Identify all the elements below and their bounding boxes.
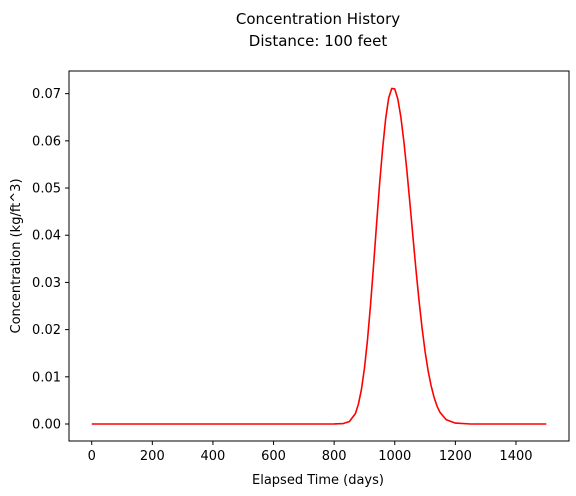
plot-area — [91, 87, 547, 425]
y-axis-label: Concentration (kg/ft^3) — [9, 178, 24, 333]
x-axis-label: Elapsed Time (days) — [252, 473, 384, 488]
y-tick-label: 0.04 — [32, 229, 61, 244]
plot-frame — [68, 70, 570, 442]
x-tick-label: 200 — [140, 449, 165, 464]
x-tick-label: 1000 — [378, 449, 411, 464]
x-tick-label: 0 — [88, 449, 96, 464]
y-tick-label: 0.07 — [32, 87, 61, 102]
y-tick-label: 0.00 — [32, 418, 61, 433]
y-tick-label: 0.05 — [32, 182, 61, 197]
x-tick-label: 400 — [201, 449, 226, 464]
x-tick-label: 800 — [322, 449, 347, 464]
series-line — [91, 87, 547, 425]
y-axis: 0.00 0.01 0.02 0.03 0.04 0.05 0.06 0.07 — [32, 87, 69, 433]
y-tick-label: 0.01 — [32, 370, 61, 385]
chart-title: Concentration History — [236, 10, 400, 28]
chart-subtitle: Distance: 100 feet — [249, 32, 388, 50]
y-tick-label: 0.02 — [32, 323, 61, 338]
y-tick-label: 0.03 — [32, 276, 61, 291]
x-tick-label: 1400 — [499, 449, 532, 464]
x-tick-label: 1200 — [439, 449, 472, 464]
y-tick-label: 0.06 — [32, 134, 61, 149]
x-axis: 0 200 400 600 800 1000 1200 1400 — [88, 441, 533, 464]
x-tick-label: 600 — [261, 449, 286, 464]
